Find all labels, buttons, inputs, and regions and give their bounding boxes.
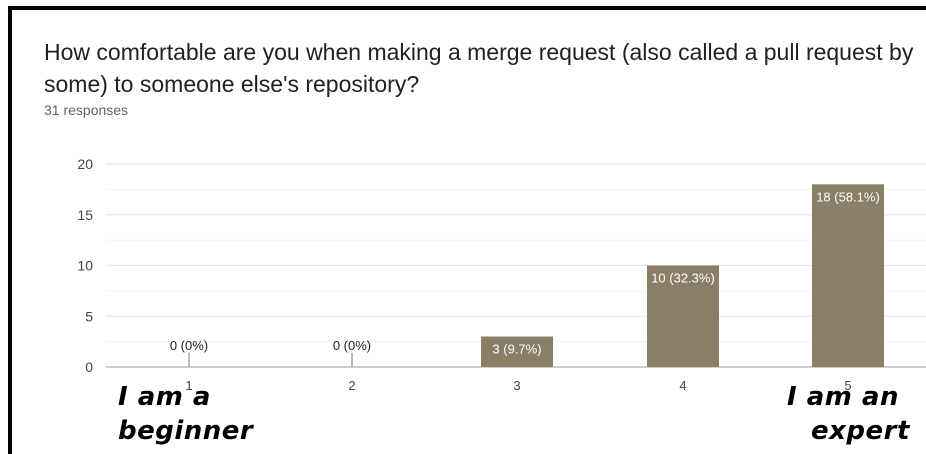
x-tick-label: 3	[513, 378, 520, 393]
data-label: 0 (0%)	[333, 338, 371, 353]
x-axis-ticks: 1 2 3 4 5	[185, 378, 851, 393]
y-tick-label: 15	[77, 207, 93, 223]
x-tick-label: 5	[844, 378, 851, 393]
data-label: 10 (32.3%)	[651, 271, 715, 286]
question-title: How comfortable are you when making a me…	[44, 39, 914, 97]
data-labels: 0 (0%) 0 (0%) 3 (9.7%) 10 (32.3%) 18 (58.1%)	[170, 189, 880, 356]
y-axis-ticks: 0 5 10 15 20	[77, 156, 93, 375]
y-tick-label: 5	[85, 308, 93, 324]
expert-annotation: I am an expert	[787, 380, 910, 448]
x-tick-label: 1	[185, 378, 192, 393]
y-tick-label: 20	[77, 156, 93, 172]
data-label: 18 (58.1%)	[816, 189, 880, 204]
beginner-annotation-line1: I am a	[118, 382, 211, 412]
bar	[812, 184, 884, 367]
x-tick-label: 2	[348, 378, 355, 393]
beginner-annotation-line2: beginner	[118, 416, 254, 446]
y-tick-label: 10	[77, 258, 93, 274]
bar	[481, 336, 553, 367]
bars	[188, 184, 884, 367]
beginner-annotation: I am a beginner	[118, 380, 253, 448]
data-label: 0 (0%)	[170, 338, 208, 353]
response-count: 31 responses	[44, 102, 129, 118]
chart-card	[8, 6, 926, 454]
expert-annotation-line1: I am an	[787, 382, 899, 412]
x-tick-label: 4	[679, 378, 686, 393]
data-label: 3 (9.7%)	[492, 342, 541, 357]
expert-annotation-line2: expert	[811, 416, 910, 446]
y-tick-label: 0	[85, 359, 93, 375]
bar	[647, 265, 719, 367]
